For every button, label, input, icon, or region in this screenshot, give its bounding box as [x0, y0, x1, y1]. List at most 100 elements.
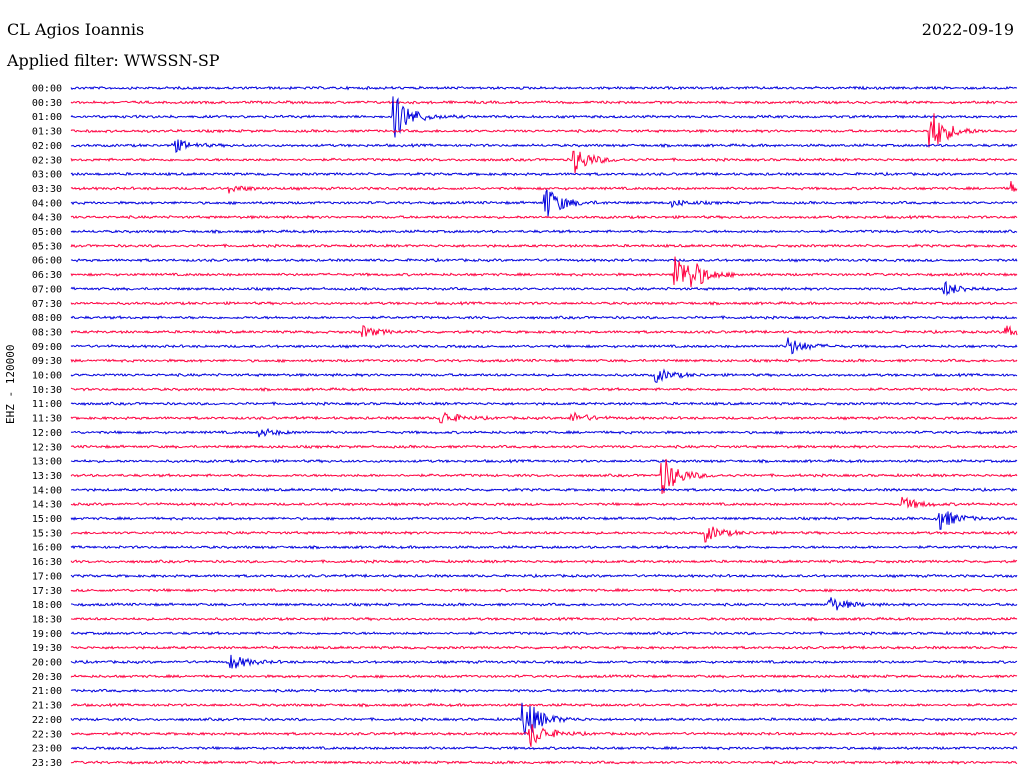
trace-row-2030	[70, 673, 1018, 679]
trace-row-0000	[70, 85, 1018, 91]
trace-row-0600	[70, 257, 1018, 263]
time-tick-label: 03:30	[32, 184, 62, 195]
trace-row-1730	[70, 587, 1018, 593]
trace-row-0700	[70, 280, 1018, 297]
time-tick-label: 04:30	[32, 213, 62, 224]
time-tick-label: 12:30	[32, 442, 62, 453]
time-tick-label: 05:30	[32, 241, 62, 252]
trace-row-1630	[70, 558, 1018, 564]
time-tick-label: 20:30	[32, 672, 62, 683]
trace-row-0530	[70, 243, 1018, 249]
time-tick-label: 06:30	[32, 270, 62, 281]
trace-row-0730	[70, 300, 1018, 306]
time-tick-label: 06:00	[32, 256, 62, 267]
trace-row-2330	[70, 760, 1018, 765]
time-tick-label: 09:30	[32, 356, 62, 367]
time-tick-label: 15:30	[32, 528, 62, 539]
trace-row-2130	[70, 702, 1018, 708]
time-tick-label: 01:30	[32, 127, 62, 138]
time-tick-label: 16:00	[32, 543, 62, 554]
trace-row-1500	[70, 511, 1018, 530]
time-tick-label: 17:00	[32, 571, 62, 582]
time-tick-label: 10:30	[32, 385, 62, 396]
trace-row-0030	[70, 99, 1018, 105]
time-tick-label: 17:30	[32, 586, 62, 597]
trace-row-0300	[70, 171, 1018, 177]
time-tick-label: 11:00	[32, 399, 62, 410]
time-tick-label: 01:00	[32, 112, 62, 123]
time-tick-label: 04:00	[32, 198, 62, 209]
time-tick-label: 02:00	[32, 141, 62, 152]
trace-row-2300	[70, 745, 1018, 751]
trace-row-0430	[70, 214, 1018, 220]
station-title: CL Agios Ioannis	[7, 20, 145, 39]
trace-row-2100	[70, 688, 1018, 694]
trace-row-1000	[70, 368, 1018, 383]
trace-row-1430	[70, 496, 1018, 509]
trace-row-0330	[70, 181, 1018, 194]
trace-row-0800	[70, 314, 1018, 321]
time-tick-label: 18:00	[32, 600, 62, 611]
time-tick-label: 09:00	[32, 342, 62, 353]
time-tick-label: 07:00	[32, 284, 62, 295]
time-tick-label: 00:00	[32, 84, 62, 95]
time-tick-label: 13:00	[32, 457, 62, 468]
trace-row-1600	[70, 544, 1018, 550]
trace-row-1230	[70, 444, 1018, 450]
time-tick-label: 11:30	[32, 414, 62, 425]
time-tick-label: 19:30	[32, 643, 62, 654]
time-tick-label: 12:00	[32, 428, 62, 439]
time-tick-label: 23:30	[32, 758, 62, 769]
trace-row-0630	[70, 256, 1018, 288]
trace-row-2200	[70, 702, 1018, 735]
trace-row-1330	[70, 458, 1018, 494]
trace-row-0900	[70, 337, 1018, 355]
time-tick-label: 08:00	[32, 313, 62, 324]
time-tick-label: 19:00	[32, 629, 62, 640]
time-tick-label: 03:00	[32, 170, 62, 181]
time-tick-label: 21:30	[32, 701, 62, 712]
date-label: 2022-09-19	[921, 20, 1014, 39]
time-tick-label: 02:30	[32, 155, 62, 166]
trace-row-0400	[70, 189, 1018, 217]
time-tick-label: 23:00	[32, 744, 62, 755]
time-tick-label: 14:00	[32, 485, 62, 496]
time-tick-label: 10:00	[32, 371, 62, 382]
time-tick-label: 13:30	[32, 471, 62, 482]
trace-row-0130	[70, 113, 1018, 148]
trace-row-2000	[70, 654, 1018, 669]
trace-row-1900	[70, 630, 1018, 636]
time-tick-label: 22:30	[32, 729, 62, 740]
time-tick-label: 20:00	[32, 658, 62, 669]
filter-label: Applied filter: WWSSN-SP	[7, 51, 220, 70]
time-tick-label: 14:30	[32, 500, 62, 511]
trace-row-0500	[70, 229, 1018, 235]
time-tick-label: 07:30	[32, 299, 62, 310]
trace-row-1030	[70, 386, 1018, 393]
time-tick-label: 18:30	[32, 614, 62, 625]
trace-row-1700	[70, 573, 1018, 579]
trace-row-1400	[70, 487, 1018, 493]
trace-group	[70, 85, 1018, 765]
time-tick-label: 05:00	[32, 227, 62, 238]
trace-row-2230	[70, 724, 1018, 747]
time-tick-label: 22:00	[32, 715, 62, 726]
trace-row-1530	[70, 526, 1018, 543]
trace-row-1930	[70, 645, 1018, 651]
trace-row-0100	[70, 96, 1018, 138]
trace-row-1300	[70, 458, 1018, 464]
trace-row-1200	[70, 427, 1018, 438]
time-tick-label: 00:30	[32, 98, 62, 109]
trace-row-0230	[70, 150, 1018, 174]
time-tick-label: 21:00	[32, 686, 62, 697]
trace-row-1100	[70, 401, 1018, 407]
time-tick-label: 08:30	[32, 327, 62, 338]
time-tick-labels: 00:00 00:30 01:00 01:30 02:00 02:30 03:00 03:30…	[32, 84, 62, 769]
time-tick-label: 15:00	[32, 514, 62, 525]
time-tick-label: 16:30	[32, 557, 62, 568]
trace-row-0200	[70, 139, 1018, 153]
trace-row-0930	[70, 358, 1018, 364]
trace-row-1800	[70, 597, 1018, 611]
trace-row-1830	[70, 616, 1018, 622]
trace-row-0830	[70, 325, 1018, 338]
